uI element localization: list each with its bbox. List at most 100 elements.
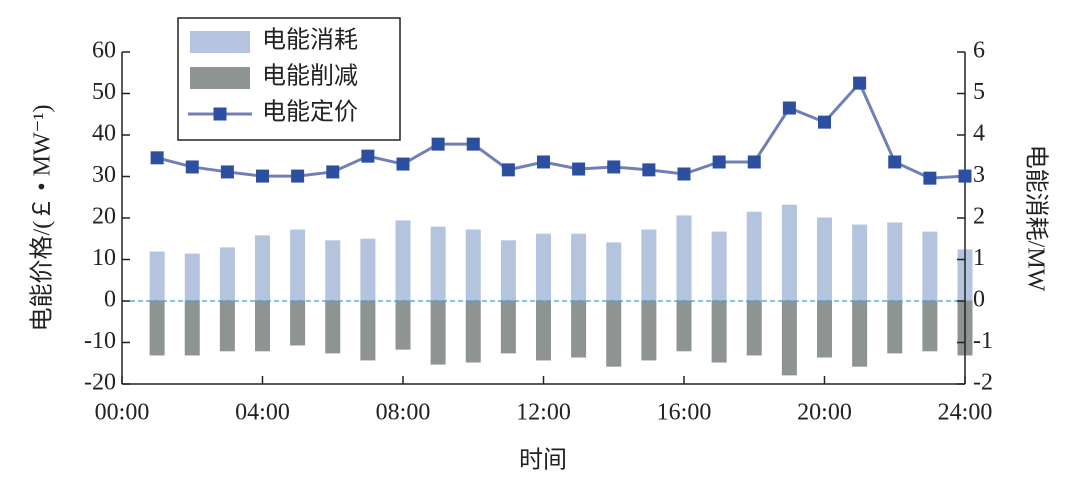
bar xyxy=(781,300,797,376)
y2-tick-label: 2 xyxy=(973,204,985,230)
bar xyxy=(255,235,270,302)
bar xyxy=(571,233,587,302)
bar xyxy=(641,229,657,302)
bar xyxy=(676,215,692,302)
x-tick-label: 12:00 xyxy=(516,400,571,426)
bar xyxy=(887,300,903,354)
bar xyxy=(571,300,587,358)
price-marker xyxy=(607,160,621,174)
price-marker xyxy=(291,169,305,183)
bar xyxy=(852,224,868,302)
x-tick-label: 24:00 xyxy=(938,400,993,426)
bar xyxy=(360,238,376,302)
bar xyxy=(290,229,306,302)
price-marker xyxy=(642,163,656,177)
bar xyxy=(184,300,200,356)
price-marker xyxy=(220,165,234,179)
y-tick-label: 60 xyxy=(92,38,116,64)
price-marker xyxy=(712,155,726,169)
y-tick-label: 30 xyxy=(92,162,116,188)
price-marker xyxy=(747,155,761,169)
bar xyxy=(430,226,446,302)
y2-tick-label: 1 xyxy=(973,245,985,271)
price-marker xyxy=(466,137,480,151)
bar xyxy=(500,300,516,354)
legend-label: 电能消耗 xyxy=(262,27,358,54)
bar xyxy=(887,222,903,302)
y-tick-label: 40 xyxy=(92,121,116,147)
bar xyxy=(606,300,622,367)
y2-tick-label: 6 xyxy=(973,38,985,64)
bar xyxy=(395,220,411,302)
bar xyxy=(149,300,165,356)
legend-label: 电能定价 xyxy=(262,99,358,126)
bar xyxy=(325,300,341,354)
x-tick-label: 16:00 xyxy=(657,400,712,426)
legend-swatch xyxy=(213,107,227,121)
bar xyxy=(430,300,446,365)
price-marker xyxy=(150,151,164,165)
price-marker xyxy=(888,155,902,169)
bar xyxy=(746,211,762,302)
bar xyxy=(360,300,376,361)
bar xyxy=(711,300,727,363)
bar xyxy=(676,300,692,352)
y2-tick-label: 0 xyxy=(973,287,985,313)
bar xyxy=(711,231,727,302)
bar xyxy=(922,231,938,302)
bar xyxy=(817,300,832,358)
price-marker xyxy=(431,137,445,151)
bar xyxy=(852,300,868,367)
x-tick-label: 00:00 xyxy=(95,400,150,426)
legend-swatch xyxy=(190,67,250,89)
price-marker xyxy=(256,169,269,183)
price-marker xyxy=(185,160,199,174)
price-marker xyxy=(572,162,586,176)
y-tick-label: 20 xyxy=(92,204,116,230)
bar xyxy=(465,300,481,363)
y2-tick-label: -1 xyxy=(973,328,993,354)
x-axis-label: 时间 xyxy=(519,447,567,474)
y2-tick-label: -2 xyxy=(973,370,993,396)
x-tick-label: 04:00 xyxy=(235,400,290,426)
legend-label: 电能削减 xyxy=(262,63,358,90)
bar xyxy=(219,300,235,352)
y-axis-label: 电能价格/(￡ • MW⁻¹) xyxy=(29,105,56,332)
price-marker xyxy=(782,101,796,115)
price-marker xyxy=(326,165,340,179)
bar xyxy=(290,300,306,346)
bar xyxy=(465,229,481,302)
x-tick-label: 20:00 xyxy=(797,400,852,426)
bar xyxy=(606,242,622,302)
price-marker xyxy=(923,171,937,185)
price-marker xyxy=(677,167,691,181)
price-marker xyxy=(537,155,550,169)
bar xyxy=(500,240,516,302)
y-tick-label: -10 xyxy=(84,328,116,354)
bar xyxy=(395,300,411,350)
y2-axis-label: 电能消耗/MW xyxy=(1022,145,1049,292)
bar xyxy=(149,251,165,302)
price-marker xyxy=(818,115,831,129)
y-tick-label: -20 xyxy=(84,370,116,396)
bar xyxy=(817,217,832,302)
y2-tick-label: 5 xyxy=(973,79,985,105)
price-marker xyxy=(396,157,410,171)
y-tick-label: 10 xyxy=(92,245,116,271)
price-marker xyxy=(958,169,972,183)
bar xyxy=(781,204,797,302)
price-marker xyxy=(501,163,515,177)
y2-tick-label: 4 xyxy=(973,121,985,147)
bar xyxy=(746,300,762,356)
x-tick-label: 08:00 xyxy=(376,400,431,426)
bar xyxy=(536,233,551,302)
bar xyxy=(641,300,657,361)
y-tick-label: 0 xyxy=(104,287,116,313)
bar xyxy=(325,240,341,302)
bar xyxy=(536,300,551,361)
price-marker xyxy=(361,149,375,163)
legend-swatch xyxy=(190,31,250,53)
bar xyxy=(255,300,270,352)
bar xyxy=(219,247,235,302)
